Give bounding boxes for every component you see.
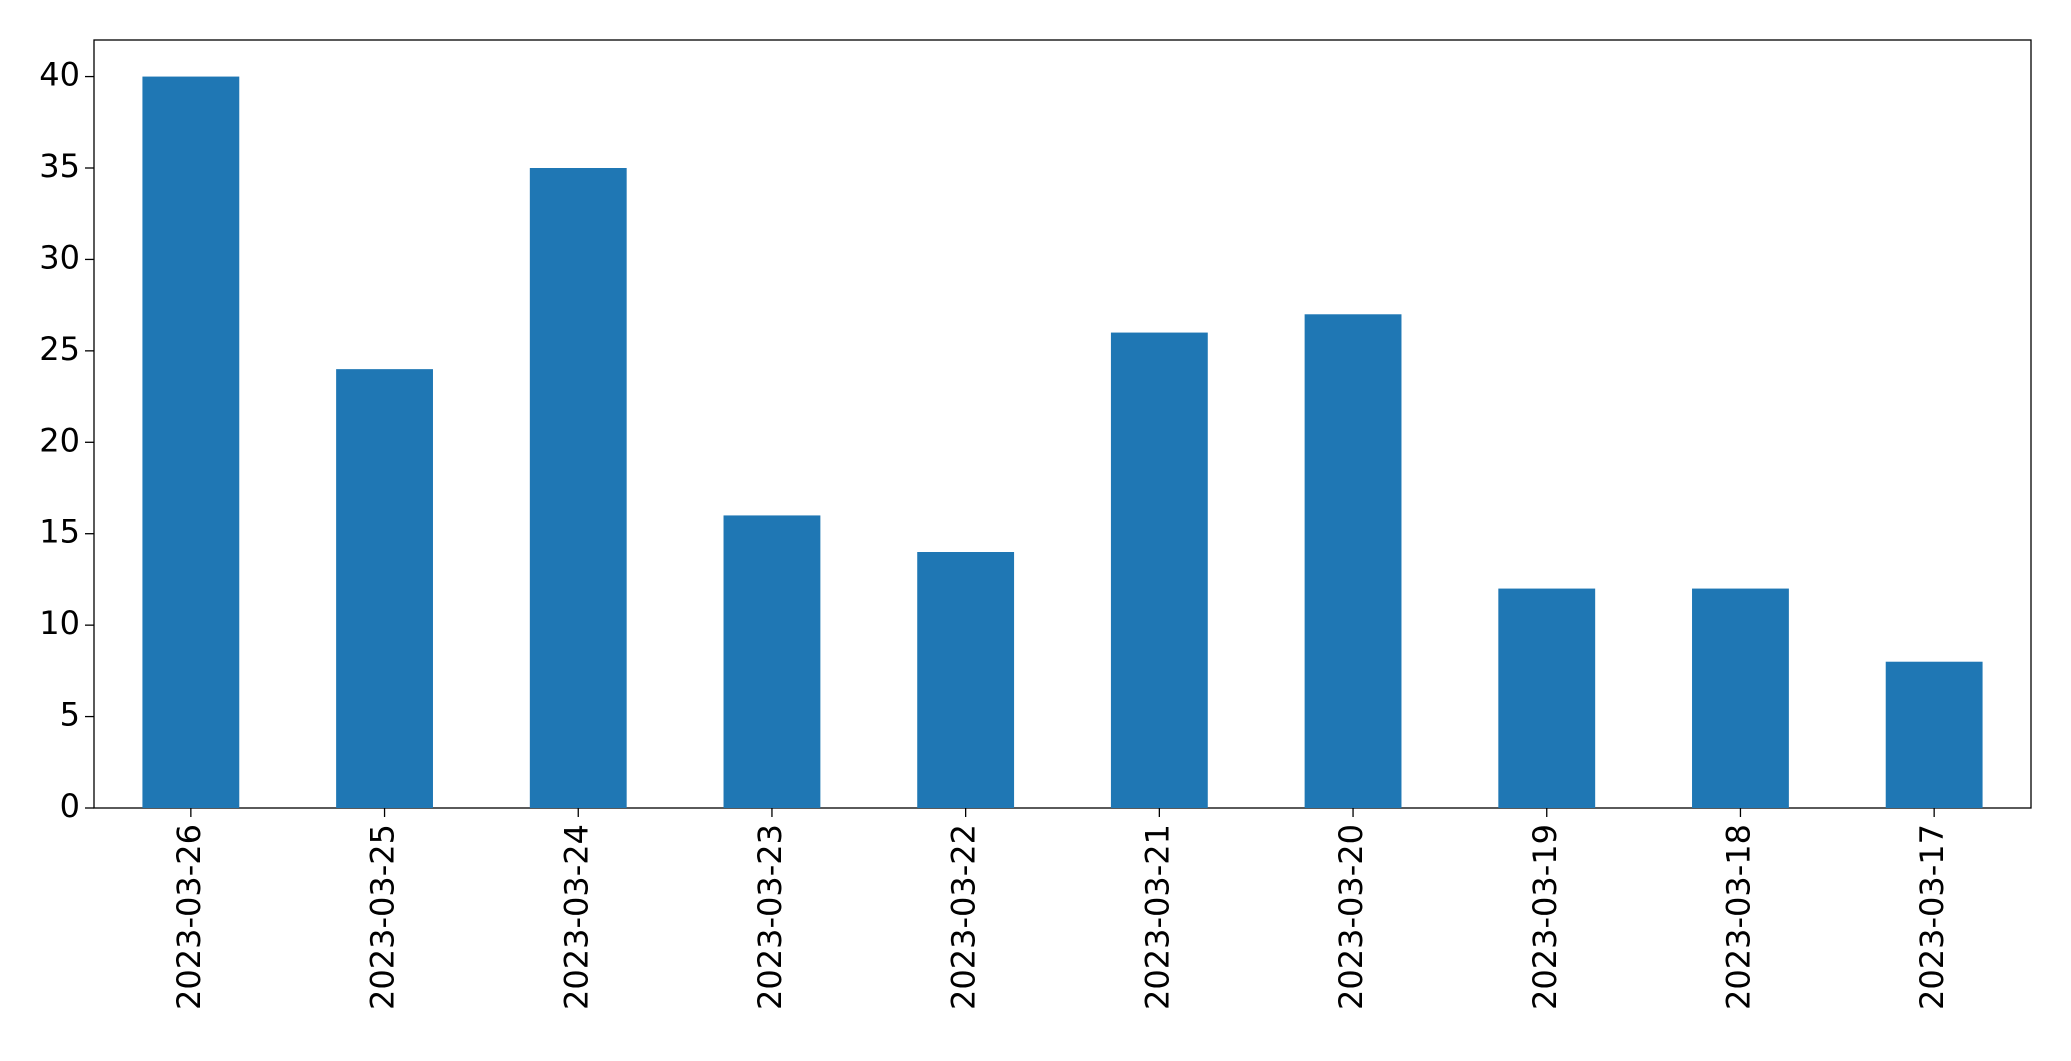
x-tick-label: 2023-03-22 [945,824,983,1010]
bar [1692,588,1789,808]
bar [1110,332,1208,808]
y-tick-label: 30 [39,238,80,276]
bar [142,76,240,809]
y-tick-label: 15 [39,513,80,551]
x-tick-label: 2023-03-21 [1138,824,1176,1010]
x-tick-label: 2023-03-18 [1719,824,1757,1010]
bar [917,552,1015,808]
y-tick-label: 20 [39,421,80,459]
plot-frame [93,39,2032,809]
x-tick-label: 2023-03-19 [1526,824,1564,1010]
x-tick-label: 2023-03-24 [557,824,595,1010]
bar [529,168,627,808]
x-tick-label: 2023-03-23 [751,824,789,1010]
x-tick-label: 2023-03-25 [364,824,402,1010]
y-tick-label: 25 [39,330,80,368]
y-tick-label: 40 [39,56,80,94]
bar [723,515,821,808]
y-tick-label: 10 [39,604,80,642]
bar [1885,661,1983,808]
bar [1304,314,1402,808]
y-tick-label: 35 [39,147,80,185]
x-tick-label: 2023-03-20 [1332,824,1370,1010]
bar [1498,588,1596,808]
x-tick-label: 2023-03-17 [1913,824,1951,1010]
bar [336,369,433,808]
y-tick-label: 0 [60,787,80,825]
y-tick-label: 5 [60,696,80,734]
x-tick-label: 2023-03-26 [170,824,208,1010]
